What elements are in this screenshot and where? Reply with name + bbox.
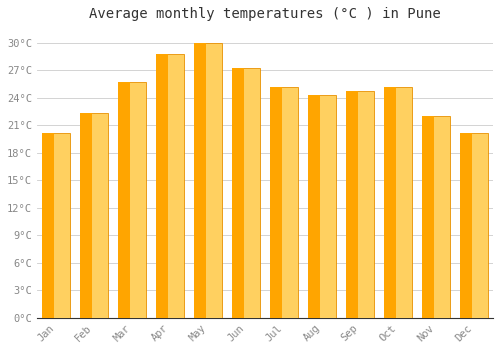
Bar xyxy=(460,133,472,318)
Bar xyxy=(270,87,282,318)
Bar xyxy=(156,54,168,318)
Bar xyxy=(346,91,358,318)
Bar xyxy=(156,54,184,318)
Bar xyxy=(118,82,146,318)
Bar xyxy=(194,43,222,318)
Bar xyxy=(422,116,450,318)
Bar xyxy=(384,87,411,318)
Bar xyxy=(384,87,396,318)
Bar xyxy=(118,82,130,318)
Bar xyxy=(80,113,92,318)
Bar xyxy=(232,68,260,318)
Bar xyxy=(346,91,374,318)
Bar xyxy=(460,133,487,318)
Bar xyxy=(422,116,434,318)
Bar xyxy=(194,43,205,318)
Bar xyxy=(308,95,336,318)
Bar xyxy=(232,68,243,318)
Bar xyxy=(80,113,108,318)
Bar xyxy=(308,95,320,318)
Bar xyxy=(42,133,70,318)
Bar xyxy=(42,133,54,318)
Title: Average monthly temperatures (°C ) in Pune: Average monthly temperatures (°C ) in Pu… xyxy=(89,7,441,21)
Bar xyxy=(270,87,297,318)
